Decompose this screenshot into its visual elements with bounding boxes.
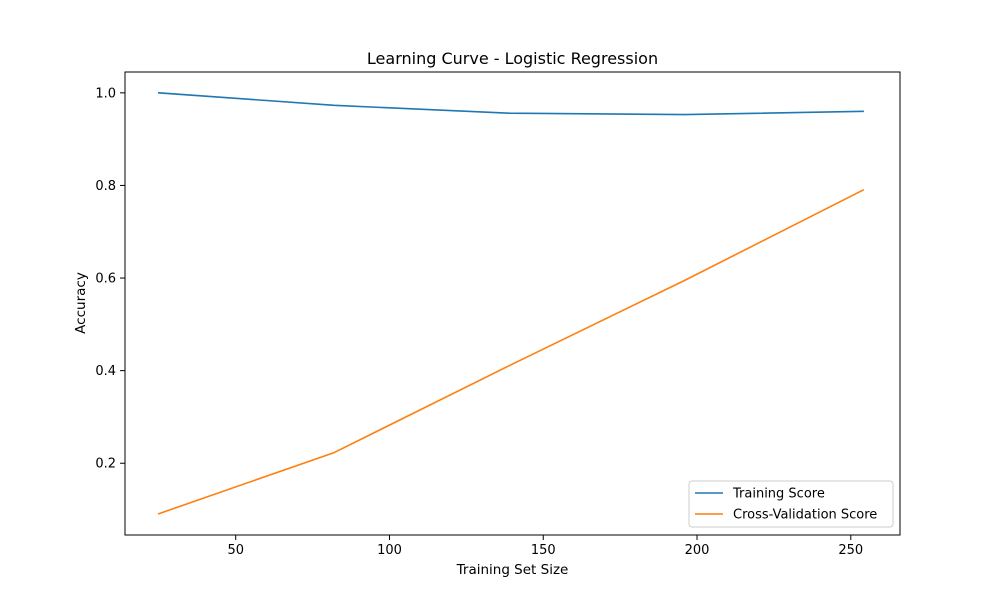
plot-area: 50 100 150 200 250 0.2 0.4 0.6 0.8 1.0 [95, 71, 901, 558]
y-tick-label: 0.6 [95, 272, 116, 287]
y-axis-label: Accuracy [73, 272, 89, 334]
legend-label: Training Score [732, 487, 825, 502]
chart-title: Learning Curve - Logistic Regression [367, 49, 658, 68]
y-tick-label: 0.2 [95, 457, 116, 472]
y-tick-label: 1.0 [95, 86, 116, 101]
y-tick-label: 0.8 [95, 179, 116, 194]
x-axis-label: Training Set Size [456, 562, 569, 578]
legend: Training Score Cross-Validation Score [688, 480, 894, 528]
x-tick-label: 150 [531, 543, 556, 558]
x-tick-label: 50 [227, 543, 244, 558]
legend-box [688, 480, 894, 528]
x-tick-label: 100 [377, 543, 402, 558]
x-tick-label: 250 [838, 543, 863, 558]
x-tick-label: 200 [685, 543, 710, 558]
legend-label: Cross-Validation Score [733, 508, 877, 523]
plot-frame [124, 71, 901, 536]
x-axis-ticks: 50 100 150 200 250 [227, 535, 863, 558]
y-axis-ticks: 0.2 0.4 0.6 0.8 1.0 [95, 86, 125, 472]
series-lines [157, 91, 865, 515]
y-tick-label: 0.4 [95, 364, 116, 379]
